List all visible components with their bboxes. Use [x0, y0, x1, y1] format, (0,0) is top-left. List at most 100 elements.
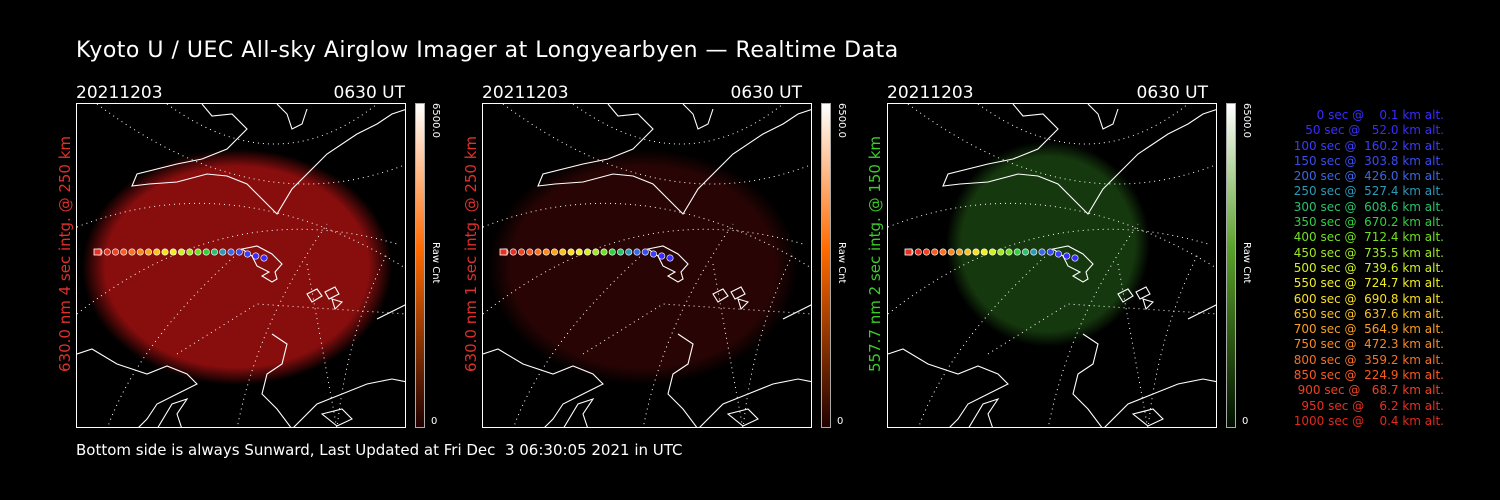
legend-row: 950 sec @ 6.2 km alt. [1297, 398, 1444, 413]
legend-row: 650 sec @ 637.6 km alt. [1289, 306, 1444, 321]
trajectory-point [1046, 248, 1054, 256]
trajectory-start-marker [904, 248, 913, 256]
coastline [1117, 286, 1155, 311]
lat-lon-grid [96, 104, 405, 185]
panel-2-colorbar-unit: Raw Cnt [836, 242, 847, 284]
footer-status: Bottom side is always Sunward, Last Upda… [76, 441, 683, 459]
trajectory-point [947, 248, 955, 256]
trajectory-point [211, 248, 219, 256]
lat-lon-grid [977, 104, 1189, 145]
trajectory-point [517, 248, 525, 256]
trajectory-point [964, 248, 972, 256]
trajectory-point [120, 248, 128, 256]
trajectory-point [235, 248, 243, 256]
coastline [261, 333, 292, 427]
panel-1-image [76, 103, 406, 428]
panel-1-time: 0630 UT [333, 83, 406, 103]
coastline [726, 408, 759, 427]
trajectory-point [956, 248, 964, 256]
airglow-image [82, 149, 392, 385]
trajectory-point [542, 248, 550, 256]
lat-lon-grid [502, 104, 811, 185]
trajectory-point [551, 248, 559, 256]
trajectory-point [997, 248, 1005, 256]
panel-1-map [77, 104, 405, 427]
lat-lon-grid [642, 223, 734, 427]
panel-3-colorbar-max: 6500.0 [1241, 103, 1252, 138]
trajectory-point [666, 254, 674, 262]
trajectory-point [617, 248, 625, 256]
trajectory-point [178, 248, 186, 256]
trajectory-point [592, 248, 600, 256]
legend-row: 0 sec @ 0.1 km alt. [1305, 108, 1444, 122]
panel-1-colorbar-max: 6500.0 [430, 103, 441, 138]
trajectory-point [161, 248, 169, 256]
trajectory-legend: 0 sec @ 0.1 km alt. 50 sec @ 52.0 km alt… [1262, 108, 1444, 429]
trajectory-point [103, 248, 111, 256]
panel-2-colorbar [821, 103, 831, 428]
trajectory-point [575, 248, 583, 256]
panel-2-map [483, 104, 811, 427]
panel-1-date: 20211203 [76, 83, 163, 103]
coastline [131, 104, 405, 215]
trajectory-point [153, 248, 161, 256]
trajectory-point [1038, 248, 1046, 256]
lat-lon-grid [907, 104, 1216, 185]
coastline [682, 104, 714, 130]
lat-lon-grid [572, 104, 784, 145]
trajectory-point [584, 248, 592, 256]
coastline [77, 348, 198, 427]
trajectory-point [145, 248, 153, 256]
legend-row: 550 sec @ 724.7 km alt. [1289, 276, 1444, 291]
panel-3-colorbar-min: 0 [1242, 416, 1249, 427]
legend-row: 200 sec @ 426.0 km alt. [1289, 169, 1444, 184]
legend-row: 300 sec @ 608.6 km alt. [1289, 199, 1444, 214]
lat-lon-grid [166, 104, 378, 145]
lat-lon-grid [483, 202, 811, 269]
trajectory-start-marker [93, 248, 102, 256]
trajectory-point [922, 248, 930, 256]
trajectory-start-marker [499, 248, 508, 256]
trajectory-point [1013, 248, 1021, 256]
trajectory-point [608, 248, 616, 256]
panel-1-colorbar-unit: Raw Cnt [430, 242, 441, 284]
trajectory-point [534, 248, 542, 256]
lat-lon-grid [77, 202, 405, 269]
coastline [646, 245, 689, 283]
legend-row: 850 sec @ 224.9 km alt. [1289, 368, 1444, 383]
trajectory-point [219, 248, 227, 256]
lat-lon-grid [888, 202, 1216, 269]
trajectory-point [972, 248, 980, 256]
trajectory-point [633, 248, 641, 256]
legend-row: 100 sec @ 160.2 km alt. [1289, 138, 1444, 153]
panel-3-date: 20211203 [887, 83, 974, 103]
coastline [782, 304, 811, 320]
panel-3-colorbar-unit: Raw Cnt [1241, 242, 1252, 284]
panel-3-ylabel: 557.7 nm 2 sec intg. @ 150 km [866, 135, 884, 372]
panel-3-colorbar [1226, 103, 1236, 428]
coastline [537, 104, 811, 215]
panel-2-colorbar-max: 6500.0 [836, 103, 847, 138]
trajectory-point [509, 248, 517, 256]
legend-row: 350 sec @ 670.2 km alt. [1289, 215, 1444, 230]
coastline [1087, 104, 1119, 130]
trajectory-point [650, 250, 658, 258]
trajectory-point [136, 248, 144, 256]
panel-1-ylabel: 630.0 nm 4 sec intg. @ 250 km [56, 135, 74, 372]
trajectory-point [252, 252, 260, 260]
coastline [320, 408, 353, 427]
trajectory-point [526, 248, 534, 256]
coastline [712, 286, 750, 311]
coastline [1131, 408, 1164, 427]
legend-row: 250 sec @ 527.4 km alt. [1289, 184, 1444, 199]
trajectory-point [1055, 250, 1063, 258]
coastline [667, 333, 698, 427]
legend-row: 900 sec @ 68.7 km alt. [1293, 383, 1444, 398]
trajectory-point [939, 248, 947, 256]
trajectory-point [260, 254, 268, 262]
trajectory-point [658, 252, 666, 260]
coastline [293, 378, 405, 427]
trajectory-point [202, 248, 210, 256]
trajectory-point [567, 248, 575, 256]
page-title: Kyoto U / UEC All-sky Airglow Imager at … [76, 38, 899, 63]
